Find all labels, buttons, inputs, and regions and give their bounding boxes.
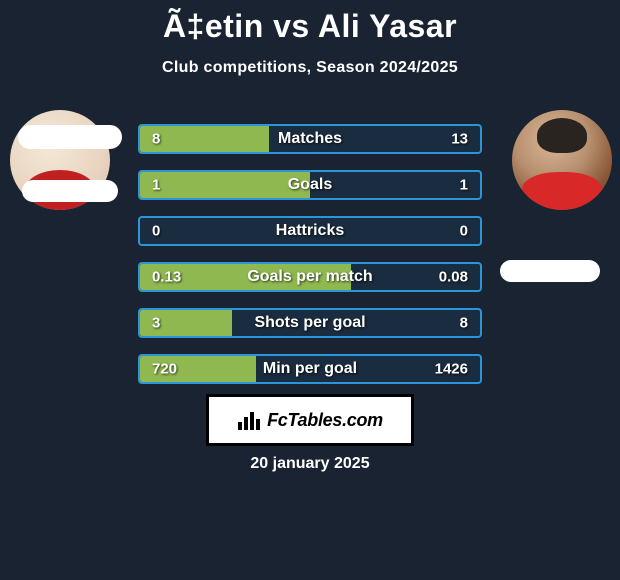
- stat-row: 8 Matches 13: [138, 124, 482, 154]
- stat-value-right: 0.08: [439, 269, 468, 286]
- stat-row: 1 Goals 1: [138, 170, 482, 200]
- stat-value-left: 720: [152, 361, 177, 378]
- stat-label: Shots per goal: [254, 314, 365, 332]
- stat-value-left: 0.13: [152, 269, 181, 286]
- stat-value-left: 8: [152, 131, 160, 148]
- team-pill-left-2: [22, 180, 118, 202]
- team-pill-right: [500, 260, 600, 282]
- brand-badge: FcTables.com: [206, 394, 414, 446]
- stat-value-left: 0: [152, 223, 160, 240]
- brand-text: FcTables.com: [267, 410, 383, 431]
- season-subtitle: Club competitions, Season 2024/2025: [0, 59, 620, 77]
- page-title: Ã‡etin vs Ali Yasar: [0, 0, 620, 45]
- team-pill-left-1: [18, 125, 122, 149]
- stat-label: Min per goal: [263, 360, 357, 378]
- bars-icon: [237, 410, 261, 430]
- player-right-avatar: [512, 110, 612, 210]
- stat-label: Goals: [288, 176, 332, 194]
- stat-label: Goals per match: [247, 268, 372, 286]
- stat-row: 720 Min per goal 1426: [138, 354, 482, 384]
- stat-label: Hattricks: [276, 222, 344, 240]
- stat-value-left: 3: [152, 315, 160, 332]
- stat-label: Matches: [278, 130, 342, 148]
- stat-value-right: 1: [460, 177, 468, 194]
- stat-value-right: 0: [460, 223, 468, 240]
- stat-value-left: 1: [152, 177, 160, 194]
- stat-value-right: 1426: [435, 361, 468, 378]
- stat-row: 0.13 Goals per match 0.08: [138, 262, 482, 292]
- stats-bars: 8 Matches 13 1 Goals 1 0 Hattricks 0 0.13 Goals pe…: [138, 124, 482, 400]
- footer-date: 20 january 2025: [250, 455, 369, 473]
- stat-row: 0 Hattricks 0: [138, 216, 482, 246]
- stat-value-right: 13: [451, 131, 468, 148]
- bar-fill-left: [140, 172, 310, 198]
- stat-value-right: 8: [460, 315, 468, 332]
- stat-row: 3 Shots per goal 8: [138, 308, 482, 338]
